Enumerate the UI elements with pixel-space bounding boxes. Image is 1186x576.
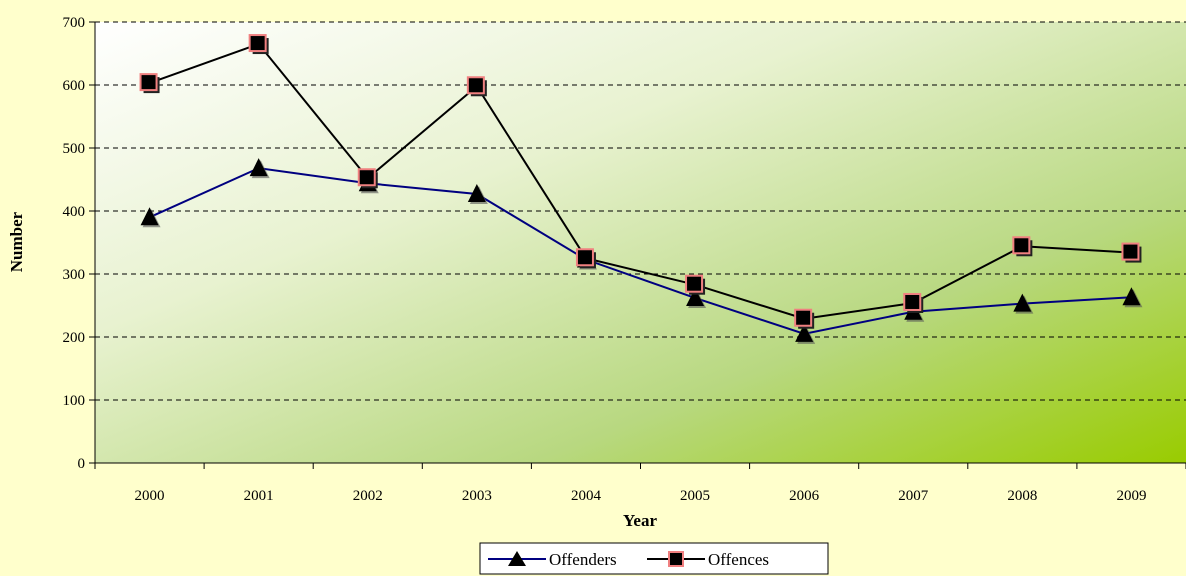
legend-offences-marker	[668, 551, 684, 567]
x-tick-label: 2007	[898, 488, 929, 504]
y-tick-label: 200	[63, 330, 86, 346]
data-point-offenders	[1122, 287, 1141, 306]
legend-offenders-marker	[508, 551, 526, 566]
y-tick-label: 600	[63, 78, 86, 94]
data-point-offences	[685, 274, 704, 293]
x-tick-label: 2005	[680, 488, 710, 504]
y-tick-label: 0	[78, 456, 86, 472]
axes	[89, 21, 1186, 469]
y-tick-label: 400	[63, 204, 86, 220]
y-tick-label: 100	[63, 393, 86, 409]
data-point-offenders	[249, 158, 268, 177]
data-point-offenders	[467, 183, 486, 202]
legend: Offenders Offences	[479, 542, 829, 575]
plot-area	[95, 22, 1186, 463]
legend-offences-label: Offences	[708, 550, 769, 569]
data-point-offences	[794, 308, 813, 327]
x-axis-title: Year	[623, 511, 657, 530]
y-tick-label: 300	[63, 267, 86, 283]
x-tick-label: 2000	[135, 488, 165, 504]
tick-labels: 0 100 200 300 400 500 600 700 2000 2001 2002 2003 20…	[63, 15, 1147, 504]
data-point-offences	[139, 73, 158, 92]
data-point-offenders	[795, 323, 814, 342]
data-point-offences	[1121, 242, 1140, 261]
series-line-offences	[149, 42, 1132, 320]
x-tick-label: 2009	[1116, 488, 1146, 504]
data-point-offences	[466, 76, 485, 95]
x-tick-label: 2006	[789, 488, 820, 504]
legend-offenders-label: Offenders	[549, 550, 617, 569]
series-line-offenders	[149, 167, 1132, 335]
data-point-offences	[903, 292, 922, 311]
x-tick-label: 2002	[353, 488, 383, 504]
y-tick-label: 500	[63, 141, 86, 157]
x-tick-label: 2001	[244, 488, 274, 504]
data-point-offenders	[1013, 293, 1032, 312]
x-tick-label: 2008	[1007, 488, 1037, 504]
data-point-offenders	[140, 207, 159, 226]
gridlines	[95, 21, 1186, 401]
x-tick-label: 2004	[571, 488, 602, 504]
y-axis-title: Number	[7, 211, 26, 272]
data-point-offences	[1012, 236, 1031, 255]
x-tick-label: 2003	[462, 488, 492, 504]
data-point-offenders	[686, 287, 705, 306]
series-group	[139, 34, 1143, 344]
data-point-offences	[357, 168, 376, 187]
data-point-offences	[248, 34, 267, 53]
data-point-offences	[575, 248, 594, 267]
y-tick-label: 700	[63, 15, 86, 31]
